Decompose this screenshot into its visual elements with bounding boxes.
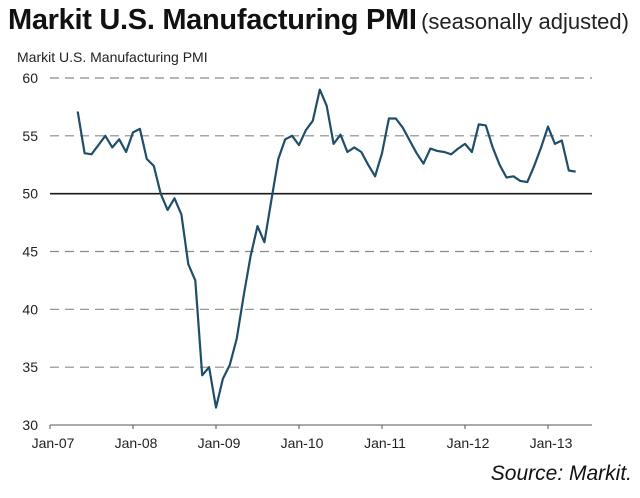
x-tick-label: Jan-11 xyxy=(364,435,406,451)
y-tick-label: 40 xyxy=(22,301,38,317)
chart-title-suffix: (seasonally adjusted) xyxy=(421,9,629,34)
x-tick-label: Jan-08 xyxy=(115,435,158,451)
x-tick-label: Jan-09 xyxy=(198,435,241,451)
series-group xyxy=(76,88,576,409)
x-tick-label: Jan-12 xyxy=(447,435,490,451)
y-tick-label: 60 xyxy=(22,70,38,86)
series-line-pmi xyxy=(76,88,576,409)
y-tick-label: 55 xyxy=(22,128,38,144)
x-tick-label: Jan-07 xyxy=(32,435,75,451)
source-note: Source: Markit. xyxy=(490,462,632,485)
y-tick-label: 35 xyxy=(22,359,38,375)
x-tick-label: Jan-10 xyxy=(281,435,324,451)
y-tick-label: 50 xyxy=(22,186,38,202)
gridlines xyxy=(50,77,592,368)
chart-title: Markit U.S. Manufacturing PMI (seasonall… xyxy=(8,4,629,37)
y-tick-label: 45 xyxy=(22,244,38,260)
chart-title-main: Markit U.S. Manufacturing PMI xyxy=(8,4,417,36)
x-axis: Jan-07 Jan-08 Jan-09 Jan-10 Jan-11 Jan-12 Jan-… xyxy=(32,424,592,451)
chart-subtitle: Markit U.S. Manufacturing PMI xyxy=(17,49,208,65)
x-tick-label: Jan-13 xyxy=(530,435,573,451)
y-axis: 30 35 40 45 50 55 60 xyxy=(22,70,38,433)
y-tick-label: 30 xyxy=(22,417,38,433)
